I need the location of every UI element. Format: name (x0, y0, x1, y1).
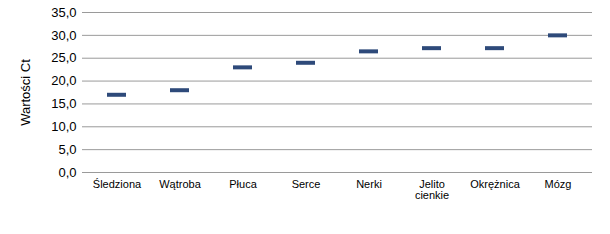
svg-text:Jelitocienkie: Jelitocienkie (415, 178, 449, 201)
svg-text:Wątroba: Wątroba (159, 178, 201, 190)
svg-text:25,0: 25,0 (51, 50, 76, 65)
svg-text:Śledziona: Śledziona (93, 178, 142, 190)
svg-text:20,0: 20,0 (51, 73, 76, 88)
svg-text:0,0: 0,0 (58, 165, 76, 180)
svg-text:Serce: Serce (292, 178, 321, 190)
svg-text:10,0: 10,0 (51, 119, 76, 134)
svg-text:35,0: 35,0 (51, 5, 76, 20)
svg-text:Płuca: Płuca (229, 178, 257, 190)
svg-text:Mózg: Mózg (545, 178, 572, 190)
svg-text:Nerki: Nerki (356, 178, 382, 190)
svg-text:5,0: 5,0 (58, 142, 76, 157)
svg-text:Okrężnica: Okrężnica (470, 178, 520, 190)
svg-text:30,0: 30,0 (51, 28, 76, 43)
svg-text:15,0: 15,0 (51, 96, 76, 111)
svg-text:Wartości Ct: Wartości Ct (18, 59, 33, 126)
